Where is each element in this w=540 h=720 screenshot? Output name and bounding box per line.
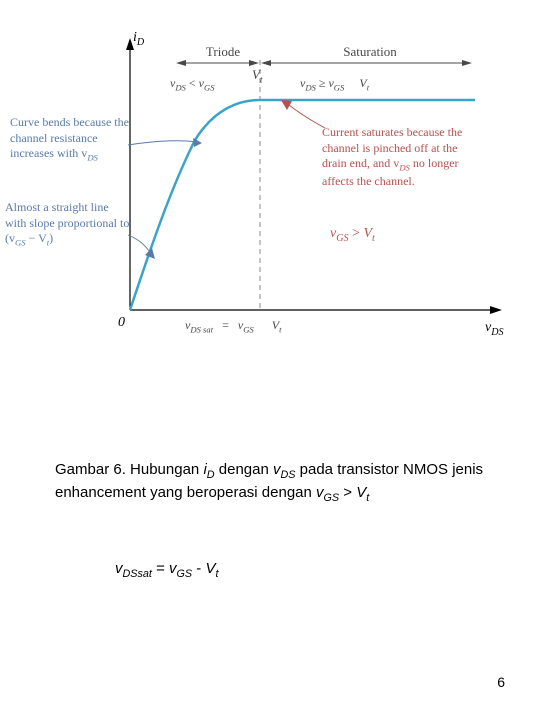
- vdssat-equation: vDSsat = vGS - Vt: [115, 560, 218, 580]
- x-axis-label: vDS: [485, 320, 504, 338]
- mosfet-id-vds-chart: iD vDS 0 vDS sat = vGS Vt Triode Vt Satu…: [30, 30, 510, 360]
- figure-caption: Gambar 6. Hubungan iD dengan vDS pada tr…: [55, 460, 485, 505]
- page-number: 6: [497, 674, 505, 690]
- origin-label: 0: [118, 315, 125, 331]
- y-axis-label: iD: [133, 30, 144, 48]
- annot-straight-line: Almost a straight line with slope propor…: [5, 200, 130, 249]
- triode-relation: vDS < vGS: [170, 76, 215, 92]
- region-triode: Triode: [188, 44, 258, 60]
- saturation-relation: vDS ≥ vGS Vt: [300, 76, 369, 92]
- region-vt: Vt: [252, 67, 263, 86]
- annot-curve-bends: Curve bends because the channel resistan…: [10, 115, 130, 164]
- region-saturation: Saturation: [320, 44, 420, 60]
- chart-svg: [30, 30, 510, 360]
- xtick-vdssat: vDS sat = vGS Vt: [185, 318, 365, 334]
- annot-saturation-text: Current saturates because the channel is…: [322, 125, 482, 189]
- condition-vgs-gt-vt: vGS > Vt: [330, 225, 375, 245]
